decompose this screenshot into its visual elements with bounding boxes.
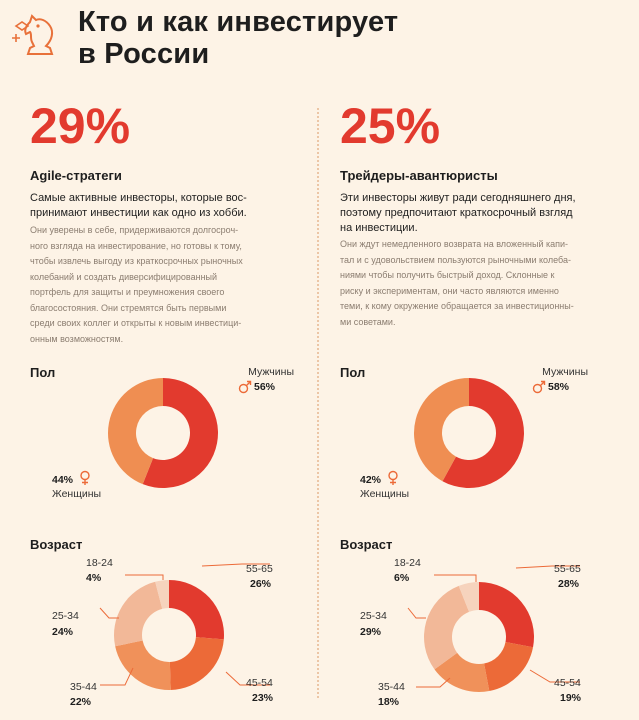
donut-slice-18-24 (155, 580, 169, 609)
donut-slice-25-34 (114, 581, 163, 647)
segment-title: Agile-стратеги (30, 168, 122, 183)
age-leader-lines (407, 565, 580, 688)
segment-percent: 25% (340, 98, 441, 154)
details-line: риску и экспериментам, они часто являютс… (340, 285, 559, 296)
men-value: 58% (548, 381, 570, 393)
age-label-55-65: 55-65 (246, 563, 273, 575)
women-value: 44% (52, 474, 74, 486)
gender-donut-chart (414, 378, 524, 488)
details-line: онным возможностям. (30, 333, 124, 344)
donut-slice-45-54 (169, 637, 224, 690)
details-line: среди своих коллег и открыты к новым инв… (30, 318, 242, 328)
donut-slice-men (442, 378, 524, 488)
donut-slice-55-65 (169, 580, 224, 640)
description-line: принимают инвестиции как одно из хобби. (30, 207, 247, 219)
knight-logo-icon (12, 14, 54, 55)
description-line: Самые активные инвесторы, которые вос- (30, 192, 247, 204)
age-value-35-44: 18% (378, 696, 400, 708)
age-value-18-24: 6% (394, 572, 410, 584)
men-label: Мужчины (248, 366, 294, 378)
age-leader-lines (99, 563, 270, 686)
page-title: Кто и как инвестирует в России (78, 6, 398, 70)
details-line: Они ждут немедленного возврата на вложен… (340, 239, 569, 249)
description-line: Эти инвесторы живут ради сегодняшнего дн… (340, 192, 576, 204)
details-line: портфель для защиты и преумножения своег… (30, 287, 225, 297)
details-line: чтобы извлечь выгоду из краткосрочных ры… (30, 256, 243, 266)
age-value-55-65: 28% (558, 578, 580, 590)
age-value-18-24: 4% (86, 572, 102, 584)
age-label-25-34: 25-34 (52, 610, 79, 622)
details-line: ниями чтобы получить быстрый доход. Скло… (340, 270, 555, 280)
header: Кто и как инвестирует в России (0, 0, 639, 85)
age-value-45-54: 23% (252, 692, 274, 704)
segment-title: Трейдеры-авантюристы (340, 168, 498, 183)
age-donut-chart (114, 580, 224, 690)
age-heading: Возраст (340, 537, 393, 552)
women-label: Женщины (52, 488, 102, 500)
donut-slice-45-54 (484, 642, 534, 692)
age-value-25-34: 29% (360, 626, 382, 638)
male-symbol-icon (532, 380, 546, 394)
donut-slice-35-44 (115, 640, 171, 690)
age-value-55-65: 26% (250, 578, 272, 590)
segment-details: Они ждут немедленного возврата на вложен… (340, 237, 630, 330)
details-line: Они уверены в себе, придерживаются долго… (30, 225, 239, 235)
segment-percent: 29% (30, 98, 131, 154)
gender-heading: Пол (30, 365, 56, 380)
details-line: тал и с удовольствием пользуются рыночны… (340, 254, 571, 265)
title-line-2: в России (78, 38, 210, 70)
donut-slice-18-24 (458, 582, 479, 612)
details-line: колебаний и создать диверсифицированный (30, 271, 218, 282)
age-value-35-44: 22% (70, 696, 92, 708)
age-label-55-65: 55-65 (554, 563, 581, 575)
female-symbol-icon (80, 470, 90, 485)
age-label-35-44: 35-44 (378, 681, 405, 693)
donut-slice-55-65 (479, 582, 534, 648)
age-heading: Возраст (30, 537, 83, 552)
segment-description: Эти инвесторы живут ради сегодняшнего дн… (340, 191, 620, 236)
female-symbol-icon (388, 470, 398, 485)
donut-slice-women (108, 378, 163, 485)
details-line: благосостояния. Они стремятся быть первы… (30, 302, 227, 313)
gender-donut-chart (108, 378, 219, 488)
donut-slice-women (414, 378, 469, 482)
age-value-45-54: 19% (560, 692, 582, 704)
segment-agile: 29% Agile-стратеги Самые активные инвест… (30, 0, 320, 712)
age-label-18-24: 18-24 (86, 557, 113, 569)
women-label: Женщины (360, 488, 410, 500)
description-line: поэтому предпочитают краткосрочный взгля… (340, 207, 573, 219)
men-label: Мужчины (542, 366, 588, 378)
segment-description: Самые активные инвесторы, которые вос- п… (30, 191, 288, 221)
donut-slice-25-34 (424, 585, 470, 670)
donut-slice-men (142, 378, 219, 488)
segment-traders: 25% Трейдеры-авантюристы Эти инвесторы ж… (340, 0, 630, 712)
age-label-18-24: 18-24 (394, 557, 421, 569)
age-label-45-54: 45-54 (554, 677, 581, 689)
age-label-25-34: 25-34 (360, 610, 387, 622)
age-label-45-54: 45-54 (246, 677, 273, 689)
donut-slice-35-44 (434, 652, 490, 692)
title-line-1: Кто и как инвестирует (78, 6, 399, 38)
details-line: ми советами. (340, 316, 396, 327)
segment-details: Они уверены в себе, придерживаются долго… (30, 223, 288, 347)
age-value-25-34: 24% (52, 626, 74, 638)
details-line: ного взгляда на инвестирование, но готов… (30, 240, 242, 251)
men-value: 56% (254, 381, 276, 393)
male-symbol-icon (238, 380, 252, 394)
details-line: теми, к кому окружение обращается за инв… (340, 301, 574, 311)
age-donut-chart (424, 582, 534, 692)
women-value: 42% (360, 474, 382, 486)
age-label-35-44: 35-44 (70, 681, 97, 693)
column-divider (317, 108, 319, 698)
gender-heading: Пол (340, 365, 366, 380)
description-line: на инвестиции. (340, 222, 418, 234)
